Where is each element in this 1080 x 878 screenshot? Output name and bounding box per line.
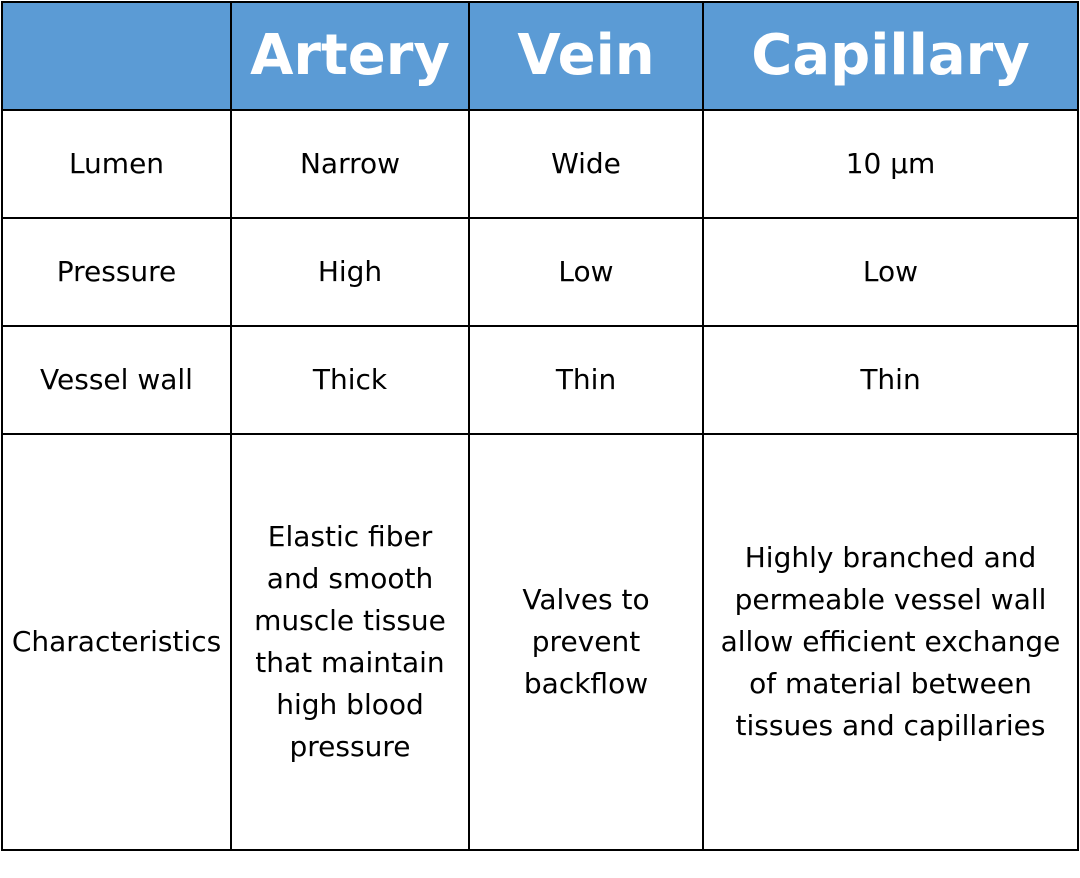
row-label: Pressure [1,217,232,327]
capillary-cell: Low [702,217,1079,327]
artery-cell: Thick [230,325,470,435]
header-capillary: Capillary [702,1,1079,111]
table-row-vessel-wall: Vessel wall Thick Thin Thin [1,325,1079,435]
blood-vessel-comparison-table: Artery Vein Capillary Lumen Narrow Wide … [1,1,1079,851]
vein-cell: Thin [468,325,704,435]
artery-cell: Elastic fiber and smooth muscle tissue t… [230,433,470,851]
capillary-cell: 10 μm [702,109,1079,219]
header-corner-cell [1,1,232,111]
capillary-cell: Highly branched and permeable vessel wal… [702,433,1079,851]
artery-cell: Narrow [230,109,470,219]
vein-cell: Wide [468,109,704,219]
header-vein: Vein [468,1,704,111]
artery-cell: High [230,217,470,327]
table-row-lumen: Lumen Narrow Wide 10 μm [1,109,1079,219]
vein-cell: Low [468,217,704,327]
vein-cell: Valves to prevent backflow [468,433,704,851]
row-label: Characteristics [1,433,232,851]
row-label: Lumen [1,109,232,219]
header-artery: Artery [230,1,470,111]
table-row-pressure: Pressure High Low Low [1,217,1079,327]
row-label: Vessel wall [1,325,232,435]
capillary-cell: Thin [702,325,1079,435]
header-row: Artery Vein Capillary [1,1,1079,111]
table-row-characteristics: Characteristics Elastic fiber and smooth… [1,433,1079,851]
